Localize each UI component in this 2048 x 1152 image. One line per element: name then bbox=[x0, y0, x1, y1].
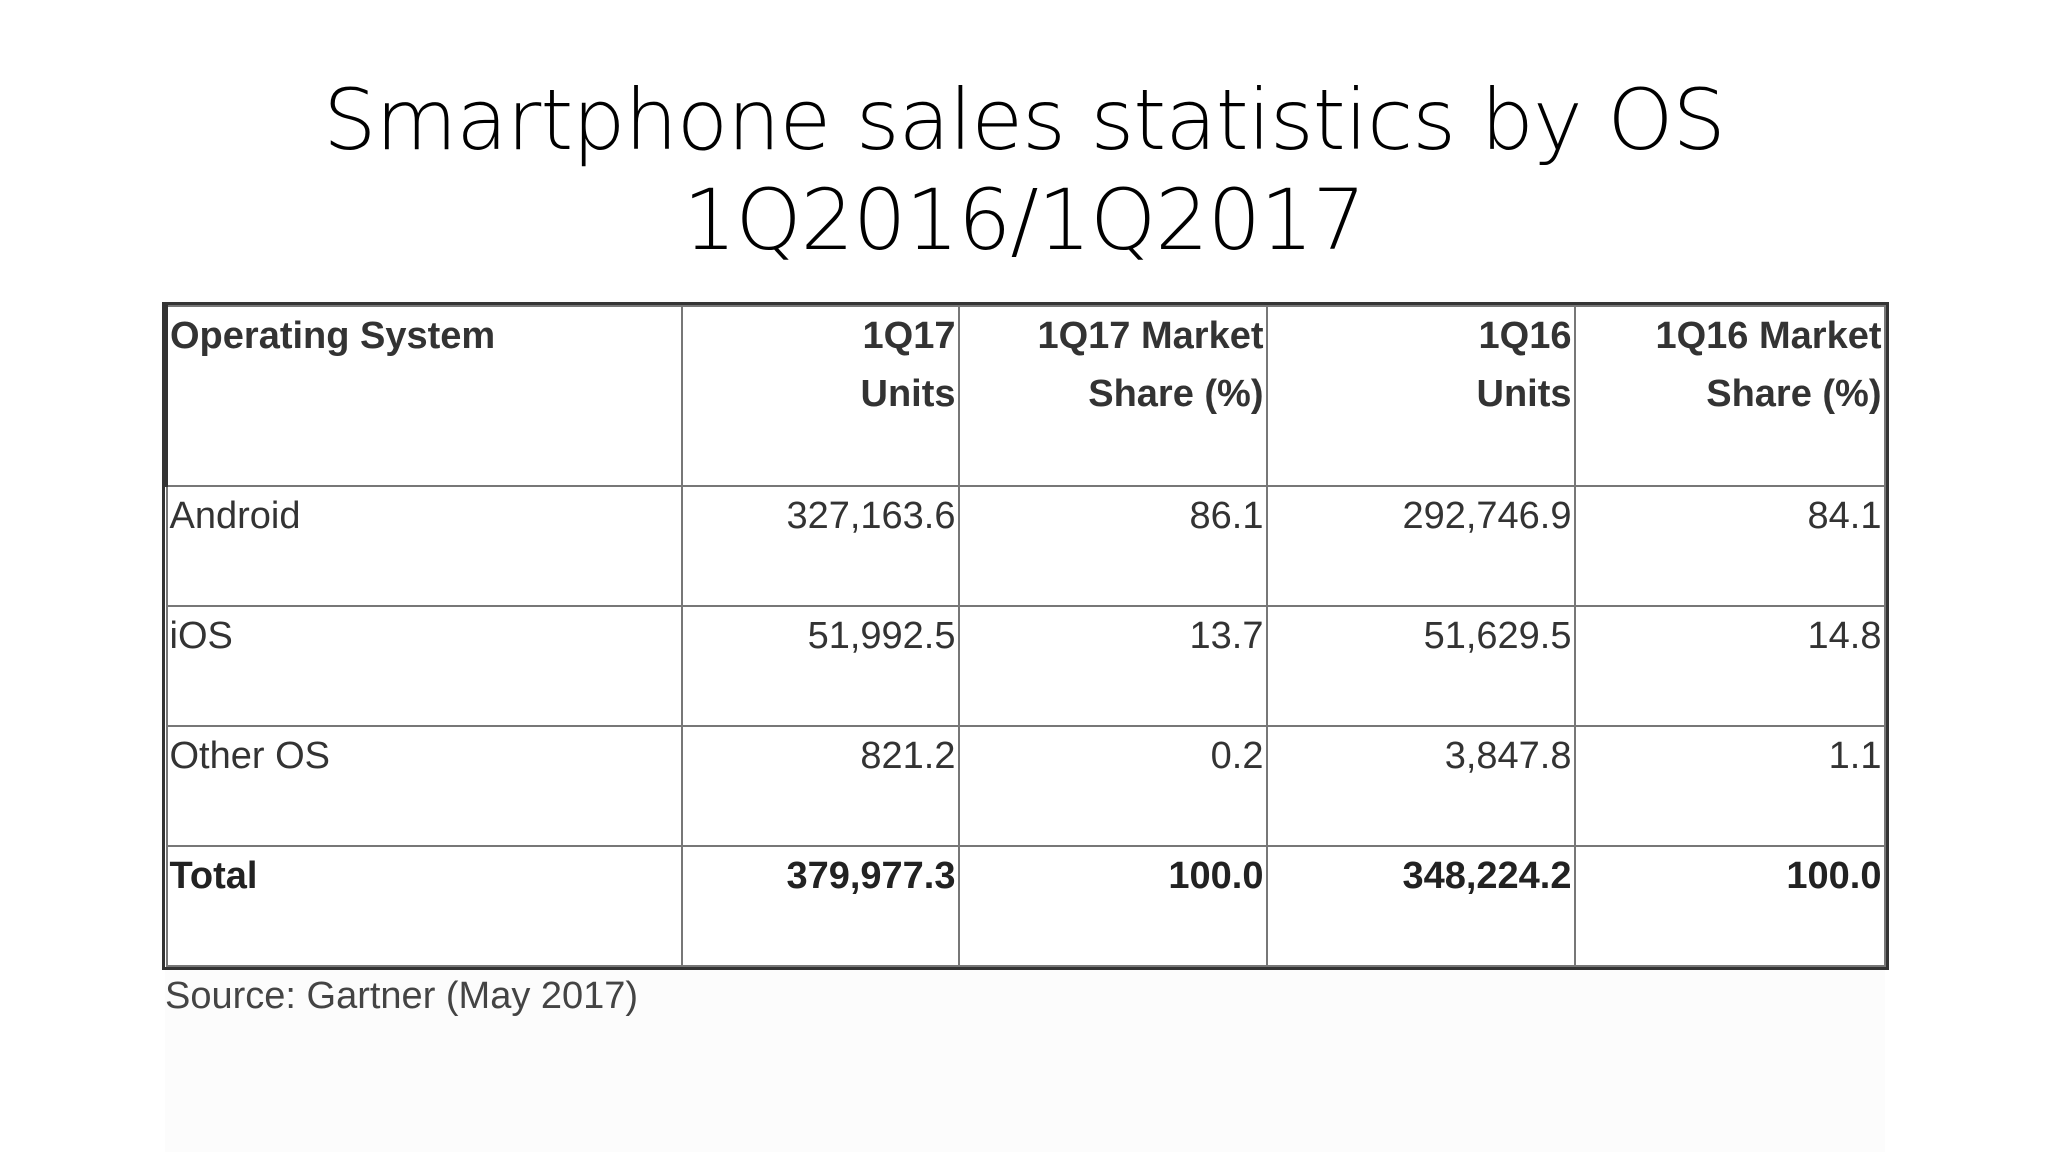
table-total-row: Total 379,977.3 100.0 348,224.2 100.0 bbox=[165, 845, 1886, 967]
title-line-1: Smartphone sales statistics by OS bbox=[323, 71, 1726, 169]
header-1q17-share: 1Q17 Market Share (%) bbox=[957, 305, 1268, 487]
cell-1q17-share: 86.1 bbox=[957, 485, 1268, 607]
cell-1q16-share: 14.8 bbox=[1573, 605, 1886, 727]
cell-os: Other OS bbox=[165, 725, 683, 847]
source-note: Source: Gartner (May 2017) bbox=[165, 975, 639, 1017]
header-1q16-share: 1Q16 Market Share (%) bbox=[1573, 305, 1886, 487]
slide-title: Smartphone sales statistics by OS 1Q2016… bbox=[0, 70, 2048, 270]
table-header-row: Operating System 1Q17 Units 1Q17 Market Sh… bbox=[165, 305, 1886, 487]
cell-total-1q16-share: 100.0 bbox=[1573, 845, 1886, 967]
cell-1q16-units: 292,746.9 bbox=[1265, 485, 1576, 607]
cell-1q16-share: 1.1 bbox=[1573, 725, 1886, 847]
title-line-2: 1Q2016/1Q2017 bbox=[683, 171, 1366, 269]
cell-1q17-units: 51,992.5 bbox=[680, 605, 960, 727]
cell-1q16-units: 3,847.8 bbox=[1265, 725, 1576, 847]
table-row: Android 327,163.6 86.1 292,746.9 84.1 bbox=[165, 485, 1886, 607]
sales-table: Operating System 1Q17 Units 1Q17 Market Sh… bbox=[162, 302, 1889, 970]
table-row: Other OS 821.2 0.2 3,847.8 1.1 bbox=[165, 725, 1886, 847]
cell-total-1q17-share: 100.0 bbox=[957, 845, 1268, 967]
cell-1q17-share: 13.7 bbox=[957, 605, 1268, 727]
cell-1q17-share: 0.2 bbox=[957, 725, 1268, 847]
cell-1q16-share: 84.1 bbox=[1573, 485, 1886, 607]
header-1q17-units: 1Q17 Units bbox=[680, 305, 960, 487]
cell-total-label: Total bbox=[165, 845, 683, 967]
header-operating-system: Operating System bbox=[165, 305, 683, 487]
cell-1q17-units: 327,163.6 bbox=[680, 485, 960, 607]
cell-os: iOS bbox=[165, 605, 683, 727]
cell-1q17-units: 821.2 bbox=[680, 725, 960, 847]
cell-os: Android bbox=[165, 485, 683, 607]
header-1q16-units: 1Q16 Units bbox=[1265, 305, 1576, 487]
table-row: iOS 51,992.5 13.7 51,629.5 14.8 bbox=[165, 605, 1886, 727]
cell-total-1q17-units: 379,977.3 bbox=[680, 845, 960, 967]
cell-1q16-units: 51,629.5 bbox=[1265, 605, 1576, 727]
cell-total-1q16-units: 348,224.2 bbox=[1265, 845, 1576, 967]
